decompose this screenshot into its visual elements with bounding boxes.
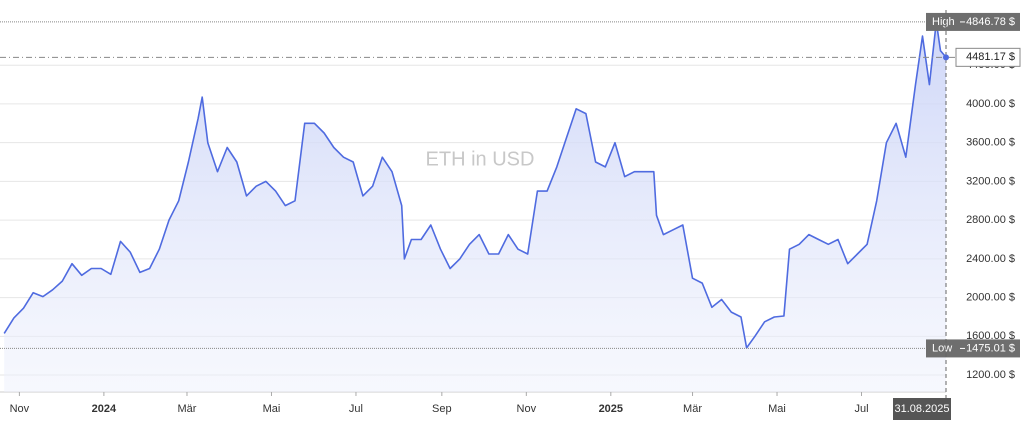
- area: [4, 21, 946, 393]
- y-tick-label: 3600.00 $: [966, 137, 1015, 149]
- x-tick-label: 2025: [599, 403, 623, 415]
- y-tick-label: 4000.00 $: [966, 98, 1015, 110]
- low-box: [926, 339, 1020, 358]
- current-value: 4481.17 $: [966, 51, 1015, 63]
- price-line: [3, 21, 947, 349]
- x-tick-label: Nov: [517, 403, 537, 415]
- high-value: 4846.78 $: [966, 16, 1015, 28]
- low-value: 1475.01 $: [966, 342, 1015, 354]
- watermark: ETH in USD: [426, 148, 535, 170]
- x-tick-label: Sep: [432, 403, 452, 415]
- low-label: Low: [932, 342, 952, 354]
- x-tick-label: Nov: [10, 403, 30, 415]
- y-tick-label: 1200.00 $: [966, 369, 1015, 381]
- x-tick-label: Mai: [263, 403, 281, 415]
- cursor-dot: [943, 54, 949, 61]
- x-tick-label: Mär: [683, 403, 702, 415]
- date-box: [893, 398, 951, 420]
- x-tick-label: 2024: [92, 403, 117, 415]
- y-tick-label: 2000.00 $: [966, 291, 1015, 303]
- current-box: [955, 47, 1021, 67]
- y-tick-label: 2800.00 $: [966, 214, 1015, 226]
- x-tick-label: Mai: [768, 403, 786, 415]
- high-label: High: [932, 16, 955, 28]
- y-tick-label: 3200.00 $: [966, 175, 1015, 187]
- cursor-date: 31.08.2025: [894, 403, 949, 415]
- x-tick-label: Jul: [854, 403, 868, 415]
- x-tick-label: Mär: [178, 403, 197, 415]
- y-tick-label: 1600.00 $: [966, 330, 1015, 342]
- high-box: [926, 12, 1020, 31]
- x-tick-label: Jul: [349, 403, 363, 415]
- y-tick-label: 2400.00 $: [966, 253, 1015, 265]
